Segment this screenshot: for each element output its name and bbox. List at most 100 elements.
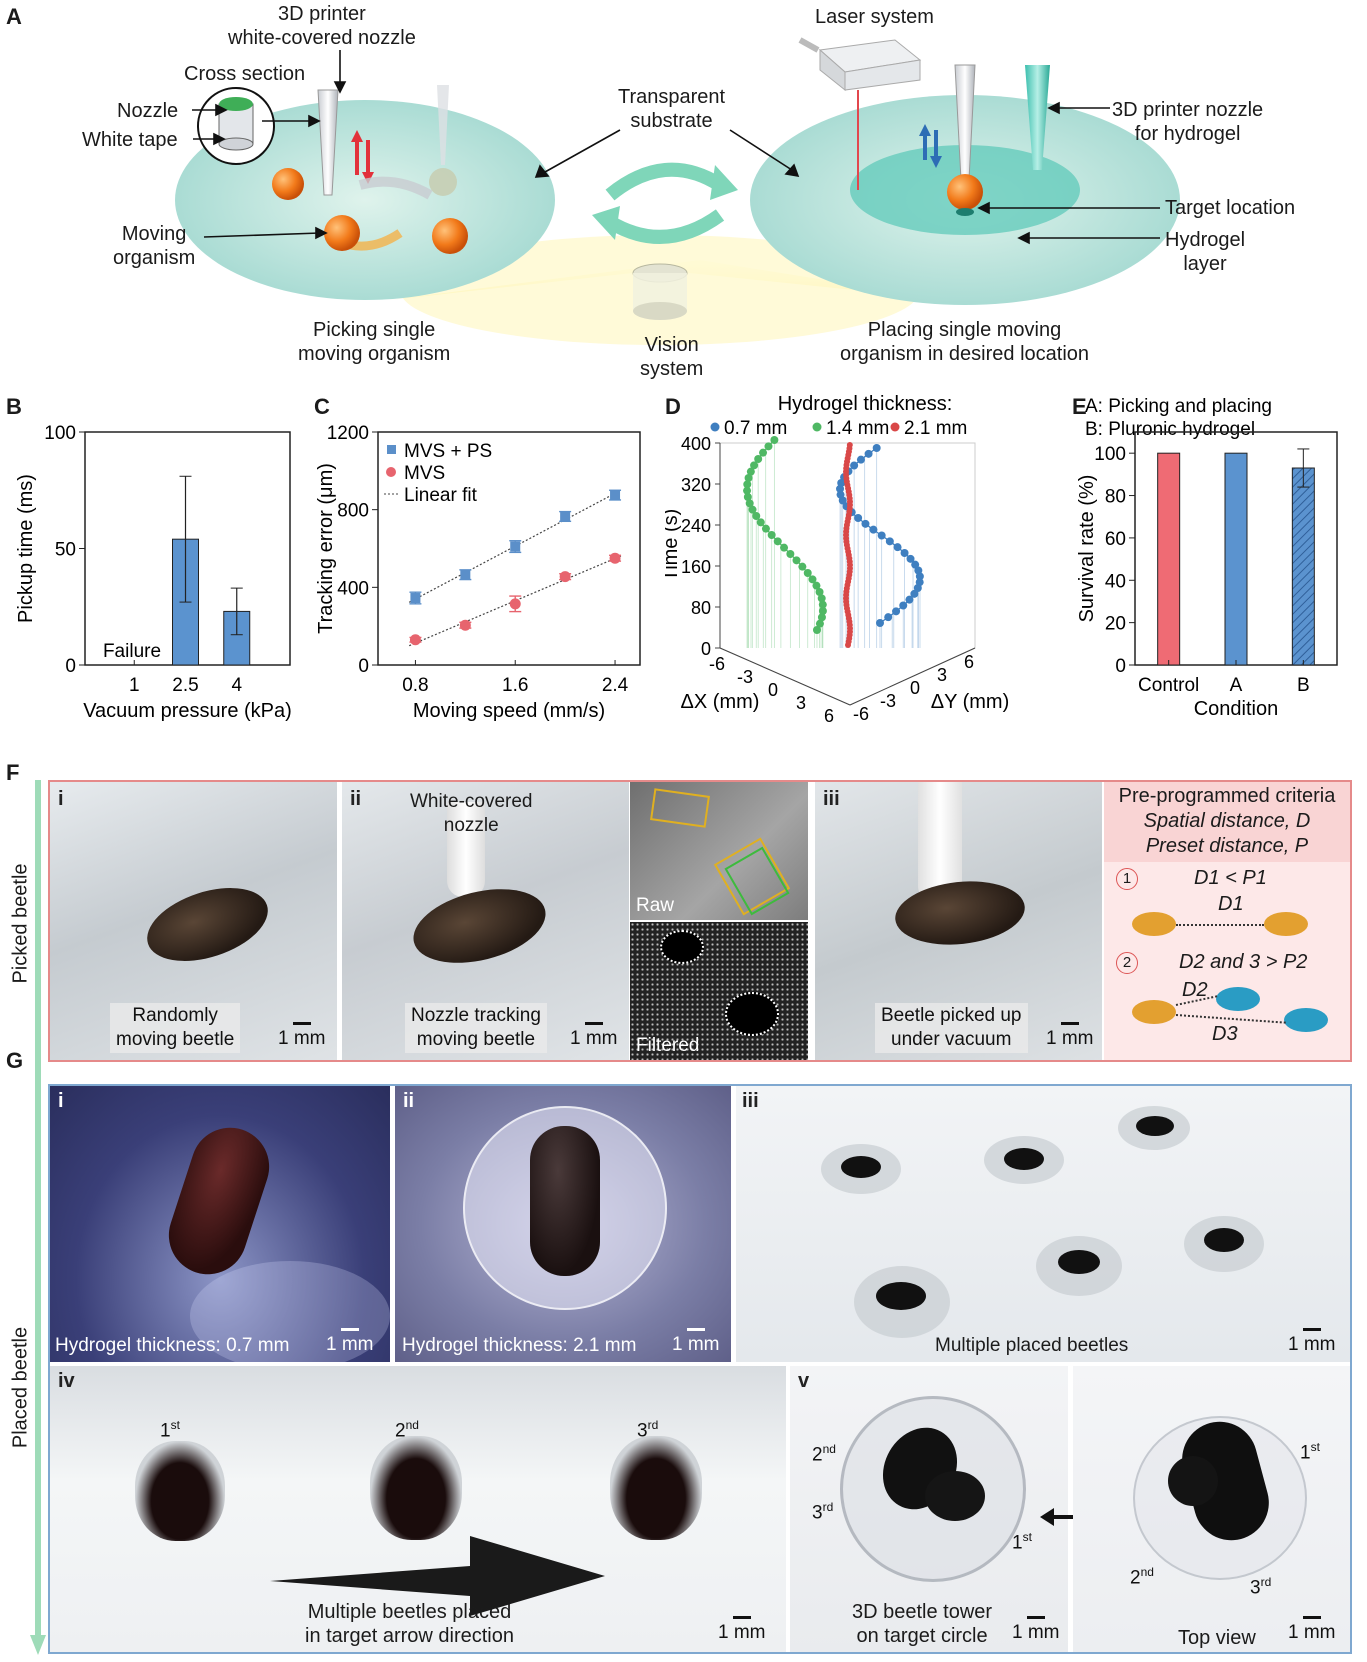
y-tick-label: 3 — [937, 665, 947, 685]
beetle-icon — [1132, 1000, 1176, 1024]
panel-label-c: C — [314, 394, 330, 419]
caption-f-i: Randomly moving beetle — [110, 1003, 241, 1053]
failure-annotation: Failure — [103, 641, 161, 662]
beetle-icon — [1284, 1008, 1328, 1032]
plot-frame — [377, 431, 641, 666]
trajectory-point — [836, 490, 845, 499]
distance-d2: D2 — [1182, 979, 1208, 1001]
trajectory-point — [808, 575, 817, 584]
y-tick-label: 50 — [55, 540, 76, 561]
x-tick-label: Control — [1138, 675, 1199, 696]
x-tick-label: 0.8 — [402, 675, 428, 696]
y-axis-title: Survival rate (%) — [1076, 475, 1098, 623]
beetle-image — [135, 1441, 225, 1541]
trajectory-point — [786, 550, 795, 558]
criterion-2: D2 and 3 > P2 — [1179, 951, 1308, 973]
panel-label-a: A — [6, 4, 22, 29]
trajectory-point — [876, 619, 884, 627]
scale-g-iv: 1 mm — [718, 1616, 766, 1644]
x-tick-label: 6 — [824, 706, 834, 726]
trajectory-point — [905, 595, 914, 604]
trajectory-point — [743, 480, 752, 489]
legend-label: 2.1 mm — [904, 418, 967, 439]
panel-f-frame — [48, 780, 1352, 1062]
trajectory-point — [798, 562, 807, 571]
z-axis-title: Time (s) — [665, 509, 682, 582]
criterion-number-2: 2 — [1116, 952, 1138, 974]
trajectory-point — [872, 444, 881, 452]
x-tick-label: 1 — [129, 675, 140, 696]
roman-f-ii: ii — [350, 788, 362, 810]
x-tick-label: B — [1297, 675, 1310, 696]
legend-marker — [386, 467, 396, 477]
legend-label: MVS — [404, 463, 445, 484]
legend-marker — [710, 422, 720, 432]
roman-f-iii: iii — [823, 788, 840, 810]
trajectory-point — [756, 518, 765, 527]
legend-marker — [812, 422, 822, 432]
label-nozzle: Nozzle — [117, 100, 179, 122]
data-point — [510, 541, 521, 552]
trajectory-point — [885, 537, 894, 546]
y-tick-label: 0 — [65, 656, 76, 677]
label-white-nozzle: White-covered nozzle — [410, 791, 533, 836]
data-point — [459, 619, 471, 631]
label-cross-section: Cross section — [184, 63, 306, 85]
beetle-image — [370, 1436, 462, 1540]
trajectory-point — [892, 607, 901, 616]
legend-marker — [890, 422, 900, 432]
ordinal-1-tower: 1st — [1012, 1530, 1032, 1554]
caption-g-v: 3D beetle tower on target circle — [852, 1601, 993, 1647]
chart-title: Hydrogel thickness: — [778, 393, 953, 415]
x-axis-title: Vacuum pressure (kPa) — [83, 700, 292, 722]
label-laser-system: Laser system — [815, 6, 934, 28]
x-tick-label: 4 — [231, 675, 242, 696]
photo-g-ii — [395, 1086, 731, 1362]
label-transparent-substrate: Transparent substrate — [618, 86, 726, 132]
photo-filtered — [630, 922, 808, 1060]
legend-marker — [387, 445, 396, 454]
label-target-location: Target location — [1165, 197, 1296, 219]
trajectory-point — [900, 549, 909, 557]
beetle-icon — [1132, 912, 1176, 936]
ordinal-3-tower: 3rd — [812, 1500, 834, 1524]
photo-raw — [630, 782, 808, 920]
trajectory-point — [792, 556, 801, 565]
trajectory-point — [817, 594, 826, 603]
criterion-number-1: 1 — [1116, 868, 1138, 890]
x-tick-label: 2.5 — [172, 675, 198, 696]
roman-f-i: i — [58, 788, 64, 810]
data-point — [560, 511, 571, 522]
y-tick-label: 800 — [337, 501, 369, 522]
data-point — [410, 593, 421, 604]
x-tick-label: 2.4 — [602, 675, 629, 696]
trajectory-point — [910, 589, 919, 598]
z-tick-label: 400 — [681, 434, 711, 454]
beetle-image — [892, 875, 1028, 951]
y-axis — [849, 647, 976, 706]
trajectory-point — [770, 436, 779, 444]
trajectory-point — [744, 474, 753, 482]
trajectory-point — [743, 493, 752, 501]
side-label-placed: Placed beetle — [9, 1326, 32, 1449]
tracking-box — [650, 788, 710, 828]
y-tick-label: 80 — [1105, 487, 1126, 508]
y-tick-label: 40 — [1105, 571, 1126, 592]
trajectory-point — [877, 531, 886, 540]
beetle-image — [530, 1126, 600, 1276]
y-tick-label: -3 — [880, 691, 896, 711]
panel-label-g: G — [6, 1048, 24, 1073]
trajectory-point — [761, 524, 770, 533]
trajectory-point — [812, 626, 821, 634]
y-tick-label: 20 — [1105, 614, 1126, 635]
scale-g-ii: 1 mm — [672, 1328, 720, 1356]
y-axis-title: Tracking error (μm) — [315, 463, 337, 634]
z-tick-label: 240 — [681, 516, 711, 536]
criteria-box: Pre-programmed criteria Spatial distance… — [1104, 782, 1350, 1060]
panel-a-illustration — [175, 37, 1180, 345]
trajectory-point — [911, 560, 920, 569]
x-axis-title: ΔX (mm) — [681, 691, 760, 713]
trajectory-point — [818, 607, 827, 615]
beetle-image — [158, 1117, 280, 1285]
